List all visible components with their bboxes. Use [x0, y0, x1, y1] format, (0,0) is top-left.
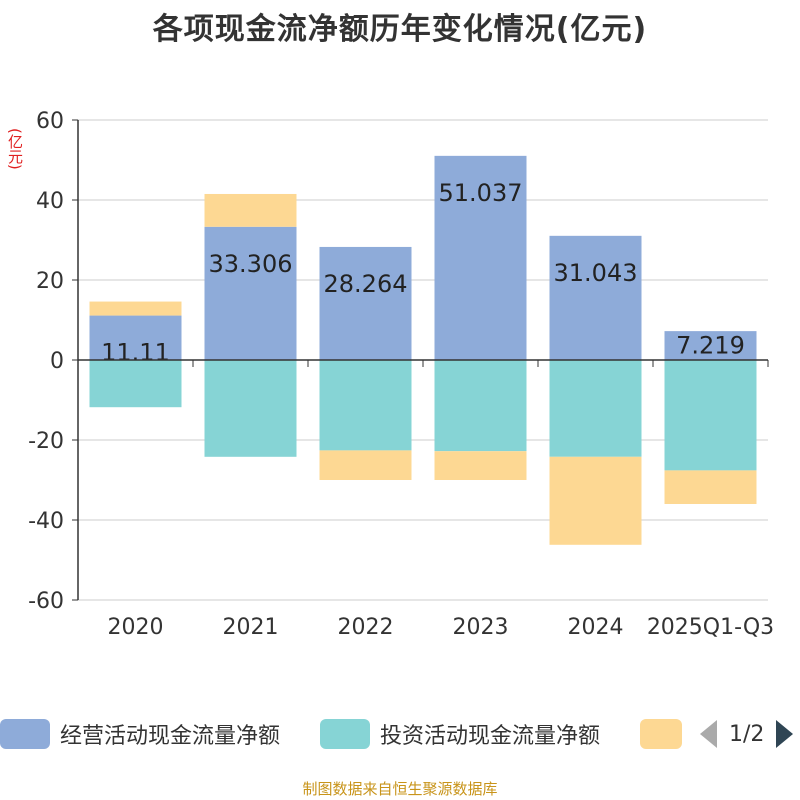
- legend: 经营活动现金流量净额 投资活动现金流量净额: [0, 712, 800, 756]
- legend-item-financing[interactable]: [640, 712, 682, 756]
- x-tick-label-2023: 2023: [453, 615, 509, 640]
- y-tick-label: -60: [28, 589, 64, 614]
- legend-prev-page-icon[interactable]: [700, 720, 717, 748]
- bar-series0-2024: [549, 235, 642, 360]
- y-tick-label: -40: [28, 509, 64, 534]
- bar-series1-2025Q1-Q3: [664, 360, 757, 471]
- legend-item-operating[interactable]: 经营活动现金流量净额: [0, 712, 280, 756]
- bar-series2-2020: [89, 301, 182, 316]
- bar-series1-2021: [204, 360, 297, 457]
- y-tick-label: -20: [28, 429, 64, 454]
- data-label-2022: 28.264: [324, 270, 408, 298]
- bar-series0-2022: [319, 246, 412, 360]
- x-tick-label-2022: 2022: [338, 615, 394, 640]
- bar-series1-2020: [89, 360, 182, 408]
- legend-swatch-operating: [0, 719, 50, 749]
- data-source-footer: 制图数据来自恒生聚源数据库: [302, 780, 498, 798]
- y-tick-label: 20: [36, 269, 64, 294]
- y-tick-label: 40: [36, 189, 64, 214]
- x-tick-label-2020: 2020: [108, 615, 164, 640]
- bar-series2-2021: [204, 193, 297, 227]
- data-label-2021: 33.306: [209, 250, 293, 278]
- bar-series1-2023: [434, 360, 527, 452]
- data-label-2024: 31.043: [554, 259, 638, 287]
- legend-next-page-icon[interactable]: [776, 720, 794, 748]
- x-tick-label-2025Q1-Q3: 2025Q1-Q3: [647, 615, 774, 640]
- bar-series1-2022: [319, 360, 412, 451]
- legend-swatch-investing: [320, 719, 370, 749]
- legend-item-investing[interactable]: 投资活动现金流量净额: [320, 712, 600, 756]
- legend-page-indicator: 1/2: [729, 721, 765, 747]
- bar-series0-2021: [204, 226, 297, 360]
- x-tick-label-2024: 2024: [568, 615, 624, 640]
- y-tick-label: 0: [50, 349, 64, 374]
- data-label-2020: 11.11: [101, 339, 170, 367]
- legend-label-operating: 经营活动现金流量净额: [60, 724, 281, 749]
- bar-series2-2022: [319, 450, 412, 480]
- bar-series2-2025Q1-Q3: [664, 470, 757, 504]
- stacked-bar-chart: 60 40 20 0 -20 -40 -60 11.11 2020 33.306 2021 28.26…: [28, 109, 774, 640]
- bar-series0-2020: [89, 315, 182, 360]
- y-tick-label: 60: [36, 109, 64, 134]
- bar-series2-2024: [549, 456, 642, 545]
- legend-swatch-financing: [640, 719, 682, 749]
- y-axis-unit-label: (亿元): [6, 128, 24, 170]
- data-label-2023: 51.037: [439, 179, 523, 207]
- data-label-2025Q1-Q3: 7.219: [676, 332, 745, 360]
- bar-series0-2025Q1-Q3: [664, 331, 757, 360]
- x-tick-label-2021: 2021: [223, 615, 279, 640]
- bar-series0-2023: [434, 155, 527, 360]
- bar-series2-2023: [434, 451, 527, 480]
- chart-title: 各项现金流净额历年变化情况(亿元): [152, 12, 648, 47]
- legend-label-investing: 投资活动现金流量净额: [380, 724, 601, 749]
- legend-pager: 1/2: [700, 712, 800, 756]
- bar-series1-2024: [549, 360, 642, 457]
